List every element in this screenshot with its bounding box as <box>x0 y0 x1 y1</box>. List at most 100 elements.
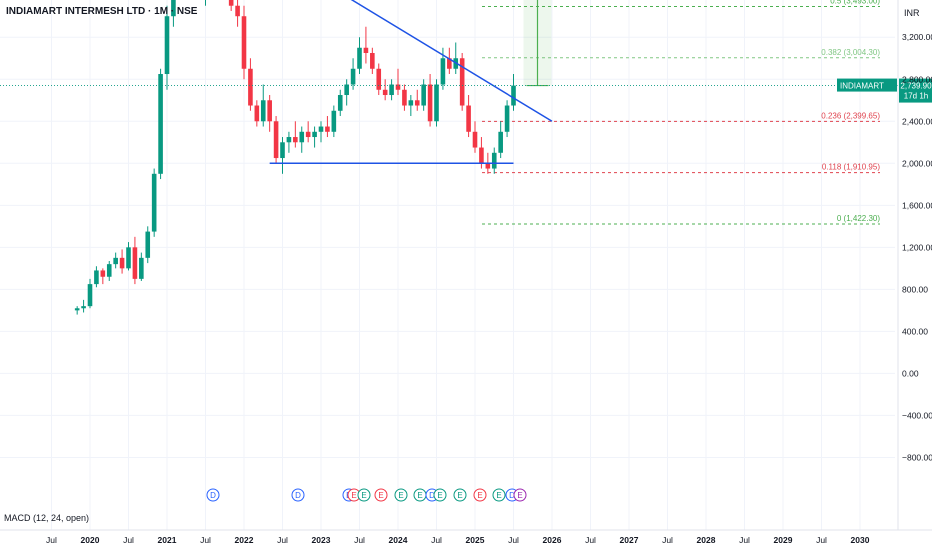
candle-body <box>415 100 420 105</box>
candle-body <box>486 163 491 168</box>
time-tick-label: 2020 <box>81 535 100 545</box>
candle-body <box>441 58 446 84</box>
price-tick-label: 800.00 <box>902 284 928 294</box>
trend-drawings: 6,057.903,299.95 (119.65%) 65,999INDIAMA… <box>0 0 932 163</box>
current-countdown: 17d 1h <box>904 92 928 101</box>
candle-body <box>139 258 144 279</box>
candle-body <box>332 111 337 132</box>
time-tick-label: Jul <box>662 535 673 545</box>
candle-body <box>338 95 343 111</box>
event-marker-label: E <box>417 491 422 500</box>
time-tick-label: 2024 <box>389 535 408 545</box>
candle-body <box>287 137 292 142</box>
event-marker-label: E <box>517 491 522 500</box>
price-tick-label: 2,000.00 <box>902 158 932 168</box>
candle-body <box>126 247 131 268</box>
candle-body <box>145 232 150 258</box>
candle-body <box>364 48 369 53</box>
candle-body <box>402 90 407 106</box>
candle-body <box>466 106 471 132</box>
candle-body <box>421 85 426 106</box>
candle-body <box>325 127 330 132</box>
price-tick-label: −400.00 <box>902 410 932 420</box>
candle-body <box>280 142 285 158</box>
candlestick-series <box>75 0 516 315</box>
event-marker-label: D <box>210 491 216 500</box>
fib-level-label: 0 (1,422.30) <box>837 214 880 223</box>
time-tick-label: 2027 <box>620 535 639 545</box>
fib-level-label: 0.5 (3,493.00) <box>830 0 880 5</box>
candle-body <box>81 306 86 308</box>
time-tick-label: 2028 <box>697 535 716 545</box>
candle-body <box>267 100 272 121</box>
time-tick-label: Jul <box>585 535 596 545</box>
candle-body <box>319 127 324 132</box>
candle-body <box>158 74 163 174</box>
time-tick-label: Jul <box>200 535 211 545</box>
candle-body <box>409 100 414 105</box>
price-tick-label: −800.00 <box>902 452 932 462</box>
candle-body <box>351 69 356 85</box>
candle-body <box>344 85 349 96</box>
price-tick-label: 3,200.00 <box>902 32 932 42</box>
candle-body <box>248 69 253 106</box>
candle-body <box>383 90 388 95</box>
symbol-title[interactable]: INDIAMART INTERMESH LTD · 1M · NSE <box>6 6 197 17</box>
candle-body <box>492 153 497 169</box>
event-markers: DDDEEEEEDEEEEDE <box>207 489 526 501</box>
event-marker-label: E <box>361 491 366 500</box>
candle-body <box>357 48 362 69</box>
candle-body <box>293 137 298 142</box>
price-tick-label: 1,200.00 <box>902 242 932 252</box>
candle-body <box>242 16 247 69</box>
candle-body <box>255 106 260 122</box>
price-tick-label: 2,400.00 <box>902 116 932 126</box>
currency-label[interactable]: INR <box>904 8 920 18</box>
candle-body <box>306 132 311 137</box>
candle-body <box>498 132 503 153</box>
candle-body <box>299 132 304 143</box>
macd-indicator-label[interactable]: MACD (12, 24, open) <box>4 513 89 523</box>
fib-level-label: 0.236 (2,399.65) <box>821 111 880 120</box>
time-tick-label: Jul <box>46 535 57 545</box>
candle-body <box>94 270 99 284</box>
time-tick-label: 2026 <box>543 535 562 545</box>
candle-body <box>75 308 80 310</box>
time-tick-label: 2029 <box>774 535 793 545</box>
candle-body <box>165 16 170 74</box>
time-tick-label: 2030 <box>851 535 870 545</box>
price-tick-label: 400.00 <box>902 326 928 336</box>
time-tick-label: Jul <box>277 535 288 545</box>
event-marker-label: E <box>496 491 501 500</box>
candle-body <box>434 85 439 122</box>
event-marker-label: E <box>457 491 462 500</box>
candle-body <box>152 174 157 232</box>
price-tick-label: 0.00 <box>902 368 919 378</box>
candle-body <box>370 53 375 69</box>
candle-body <box>133 247 138 279</box>
candle-body <box>428 85 433 122</box>
price-tick-label: 1,600.00 <box>902 200 932 210</box>
candle-body <box>389 85 394 96</box>
time-tick-label: Jul <box>816 535 827 545</box>
time-tick-label: Jul <box>431 535 442 545</box>
time-tick-label: Jul <box>739 535 750 545</box>
candle-body <box>261 100 266 121</box>
candle-body <box>120 258 125 269</box>
candle-body <box>505 106 510 132</box>
candle-body <box>479 148 484 164</box>
time-tick-label: 2023 <box>312 535 331 545</box>
time-tick-label: Jul <box>508 535 519 545</box>
candle-body <box>88 284 93 306</box>
candle-body <box>235 6 240 17</box>
candle-body <box>274 121 279 158</box>
symbol-tag-label: INDIAMART <box>840 82 884 91</box>
time-tick-label: 2025 <box>466 535 485 545</box>
event-marker-label: D <box>295 491 301 500</box>
time-tick-label: Jul <box>123 535 134 545</box>
candle-body <box>376 69 381 90</box>
event-marker-label: E <box>398 491 403 500</box>
time-tick-label: 2022 <box>235 535 254 545</box>
